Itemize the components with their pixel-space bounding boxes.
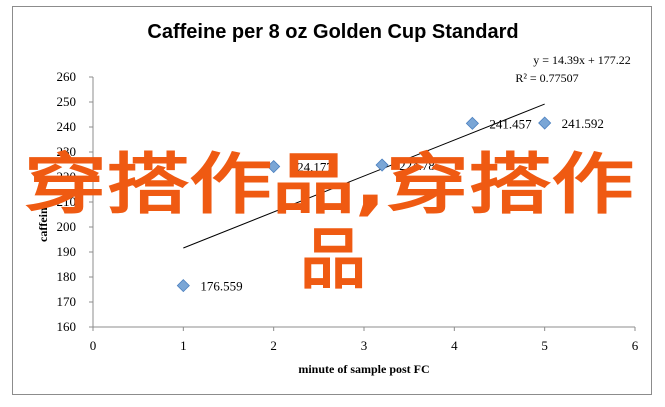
y-axis-label: caffeine <box>36 201 50 242</box>
watermark-overlay: 穿搭作品,穿搭作 品 <box>24 146 634 298</box>
y-tick-label: 190 <box>57 244 77 259</box>
x-axis-label: minute of sample post FC <box>298 362 429 376</box>
x-tick-label: 1 <box>180 338 187 353</box>
y-tick-label: 170 <box>57 294 77 309</box>
y-tick-label: 220 <box>57 169 77 184</box>
data-point-marker <box>267 159 281 174</box>
x-axis-ticks: 0 1 2 3 4 5 6 <box>90 327 639 353</box>
y-tick-label: 210 <box>57 194 77 209</box>
x-tick-label: 6 <box>632 338 639 353</box>
x-tick-label: 3 <box>361 338 368 353</box>
data-point-marker <box>538 116 552 130</box>
y-tick-label: 250 <box>57 94 77 109</box>
y-tick-label: 240 <box>57 119 77 134</box>
y-tick-label: 260 <box>57 69 77 84</box>
data-point-label: 224.177 <box>291 160 334 175</box>
data-point-label: 241.592 <box>562 116 604 131</box>
data-point-marker <box>176 279 190 293</box>
trendline-equation: y = 14.39x + 177.22 <box>533 53 631 67</box>
data-point-label: 224.78 <box>399 158 435 173</box>
chart-title: Caffeine per 8 oz Golden Cup Standard <box>147 21 518 43</box>
data-point-label: 176.559 <box>200 279 242 294</box>
chart-frame <box>12 6 652 395</box>
y-axis-ticks: 160 170 180 190 200 210 220 230 240 250 260 <box>57 69 93 334</box>
y-tick-label: 180 <box>57 269 77 284</box>
watermark-text-line-1: 穿搭作品,穿搭作 <box>24 146 634 223</box>
data-point-label: 241.457 <box>489 116 532 131</box>
watermark-text-line-2: 品 <box>300 221 366 298</box>
x-tick-label: 5 <box>541 338 548 353</box>
x-tick-label: 4 <box>451 338 458 353</box>
x-tick-label: 2 <box>270 338 277 353</box>
data-point-marker <box>375 158 389 172</box>
data-points: 176.559 224.177 224.78 241.457 241.592 <box>176 116 604 294</box>
data-point-marker <box>465 116 479 130</box>
y-tick-label: 200 <box>57 219 77 234</box>
y-tick-label: 230 <box>57 144 77 159</box>
x-tick-label: 0 <box>90 338 97 353</box>
y-tick-label: 160 <box>57 319 77 334</box>
trendline-r-squared: R² = 0.77507 <box>515 71 578 85</box>
trendline <box>183 103 545 249</box>
